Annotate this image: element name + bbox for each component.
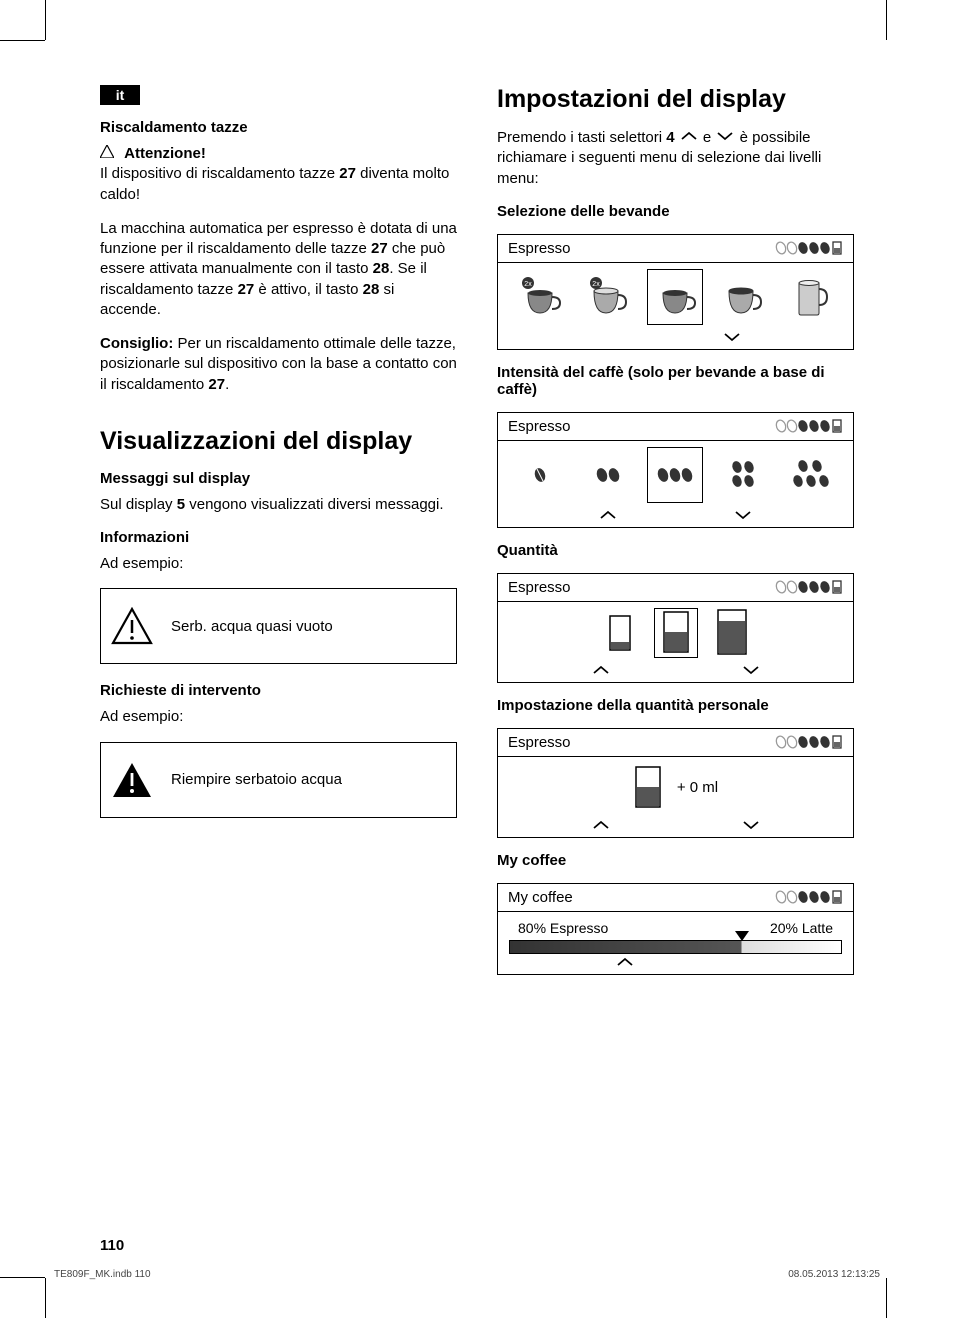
- strength-indicator-icon: [775, 240, 843, 256]
- svg-text:2x: 2x: [524, 281, 532, 288]
- mycoffee-title: My coffee: [497, 852, 854, 869]
- panel-body: 2x 2x: [498, 263, 853, 329]
- chevron-up-icon: [615, 956, 635, 968]
- beans-5: [783, 447, 839, 503]
- display-settings-heading: Impostazioni del display: [497, 85, 854, 114]
- cup-option-4: [715, 269, 771, 325]
- panel-header: My coffee: [498, 884, 853, 912]
- svg-text:2x: 2x: [592, 281, 600, 288]
- info-message-box: Serb. acqua quasi vuoto: [100, 588, 457, 664]
- panel-title: My coffee: [508, 889, 573, 906]
- size-medium-selected: [654, 608, 698, 658]
- cup-option-selected: [647, 269, 703, 325]
- language-badge: it: [100, 85, 140, 105]
- mycoffee-panel: My coffee 80% Espresso 20%: [497, 883, 854, 975]
- panel-title: Espresso: [508, 734, 571, 751]
- cup-heating-title: Riscaldamento tazze: [100, 119, 457, 136]
- attention-text: Il dispositivo di riscaldamento tazze 27…: [100, 165, 449, 202]
- settings-intro: Premendo i tasti selettori 4 e è possibi…: [497, 128, 854, 189]
- chevron-up-icon: [591, 819, 611, 831]
- cup-heating-para2: La macchina automatica per espresso è do…: [100, 219, 457, 320]
- strength-indicator-icon: [775, 734, 843, 750]
- panel-body: 80% Espresso 20% Latte: [498, 912, 853, 954]
- cup-option-2: 2x: [580, 269, 636, 325]
- chevron-up-icon: [591, 664, 611, 676]
- glass-icon: [633, 765, 663, 811]
- size-small: [598, 608, 642, 658]
- beans-2: [580, 447, 636, 503]
- action-requests-title: Richieste di intervento: [100, 682, 457, 699]
- beverage-panel: Espresso 2x: [497, 234, 854, 350]
- information-title: Informazioni: [100, 529, 457, 546]
- display-messages-title: Messaggi sul display: [100, 470, 457, 487]
- panel-arrows: [498, 507, 853, 527]
- warning-triangle-icon: [111, 607, 153, 645]
- example-label-1: Ad esempio:: [100, 554, 457, 574]
- personal-value: + 0 ml: [677, 779, 718, 796]
- panel-body: [498, 602, 853, 662]
- chevron-down-icon: [741, 664, 761, 676]
- panel-title: Espresso: [508, 240, 571, 257]
- beans-1: [512, 447, 568, 503]
- panel-title: Espresso: [508, 418, 571, 435]
- strength-indicator-icon: [775, 889, 843, 905]
- ratio-slider: [509, 940, 843, 954]
- strength-indicator-icon: [775, 579, 843, 595]
- mycoffee-espresso-label: 80% Espresso: [518, 920, 608, 936]
- strength-panel: Espresso: [497, 412, 854, 528]
- chevron-up-icon: [598, 509, 618, 521]
- panel-arrows: [498, 329, 853, 349]
- display-messages-text: Sul display 5 vengono visualizzati diver…: [100, 495, 457, 515]
- left-column: it Riscaldamento tazze Attenzione! Il di…: [100, 85, 457, 1258]
- beverage-selection-title: Selezione delle bevande: [497, 203, 854, 220]
- right-column: Impostazioni del display Premendo i tast…: [497, 85, 854, 1258]
- size-large: [710, 608, 754, 658]
- slider-marker-icon: [735, 931, 749, 941]
- warning-triangle-icon: [111, 761, 153, 799]
- panel-body: [498, 441, 853, 507]
- action-message-text: Riempire serbatoio acqua: [171, 771, 342, 788]
- info-message-text: Serb. acqua quasi vuoto: [171, 618, 333, 635]
- footer-right: 08.05.2013 12:13:25: [788, 1269, 880, 1280]
- action-message-box: Riempire serbatoio acqua: [100, 742, 457, 818]
- panel-title: Espresso: [508, 579, 571, 596]
- panel-body: + 0 ml: [498, 757, 853, 817]
- strength-indicator-icon: [775, 418, 843, 434]
- page-number: 110: [100, 1237, 124, 1254]
- panel-header: Espresso: [498, 729, 853, 757]
- attention-paragraph: Attenzione! Il dispositivo di riscaldame…: [100, 144, 457, 205]
- footer-left: TE809F_MK.indb 110: [54, 1269, 151, 1280]
- panel-header: Espresso: [498, 235, 853, 263]
- quantity-title: Quantità: [497, 542, 854, 559]
- chevron-up-icon: [679, 130, 699, 142]
- personal-qty-title: Impostazione della quantità personale: [497, 697, 854, 714]
- chevron-down-icon: [733, 509, 753, 521]
- cup-option-1: 2x: [512, 269, 568, 325]
- panel-arrows: [498, 817, 853, 837]
- mycoffee-latte-label: 20% Latte: [770, 920, 833, 936]
- quantity-panel: Espresso: [497, 573, 854, 683]
- strength-title: Intensità del caffè (solo per bevande a …: [497, 364, 854, 398]
- attention-label: Attenzione!: [124, 145, 206, 162]
- warning-triangle-icon: [100, 144, 114, 164]
- display-visualizations-heading: Visualizzazioni del display: [100, 427, 457, 456]
- beans-3-selected: [647, 447, 703, 503]
- panel-arrows: [498, 662, 853, 682]
- page-content: it Riscaldamento tazze Attenzione! Il di…: [100, 85, 854, 1258]
- panel-arrows: [498, 954, 853, 974]
- cup-option-5: [783, 269, 839, 325]
- chevron-down-icon: [715, 130, 735, 142]
- beans-4: [715, 447, 771, 503]
- tip-paragraph: Consiglio: Per un riscaldamento ottimale…: [100, 334, 457, 395]
- chevron-down-icon: [722, 331, 742, 343]
- chevron-down-icon: [741, 819, 761, 831]
- personal-panel: Espresso + 0 ml: [497, 728, 854, 838]
- panel-header: Espresso: [498, 413, 853, 441]
- tip-label: Consiglio:: [100, 335, 173, 352]
- panel-header: Espresso: [498, 574, 853, 602]
- example-label-2: Ad esempio:: [100, 707, 457, 727]
